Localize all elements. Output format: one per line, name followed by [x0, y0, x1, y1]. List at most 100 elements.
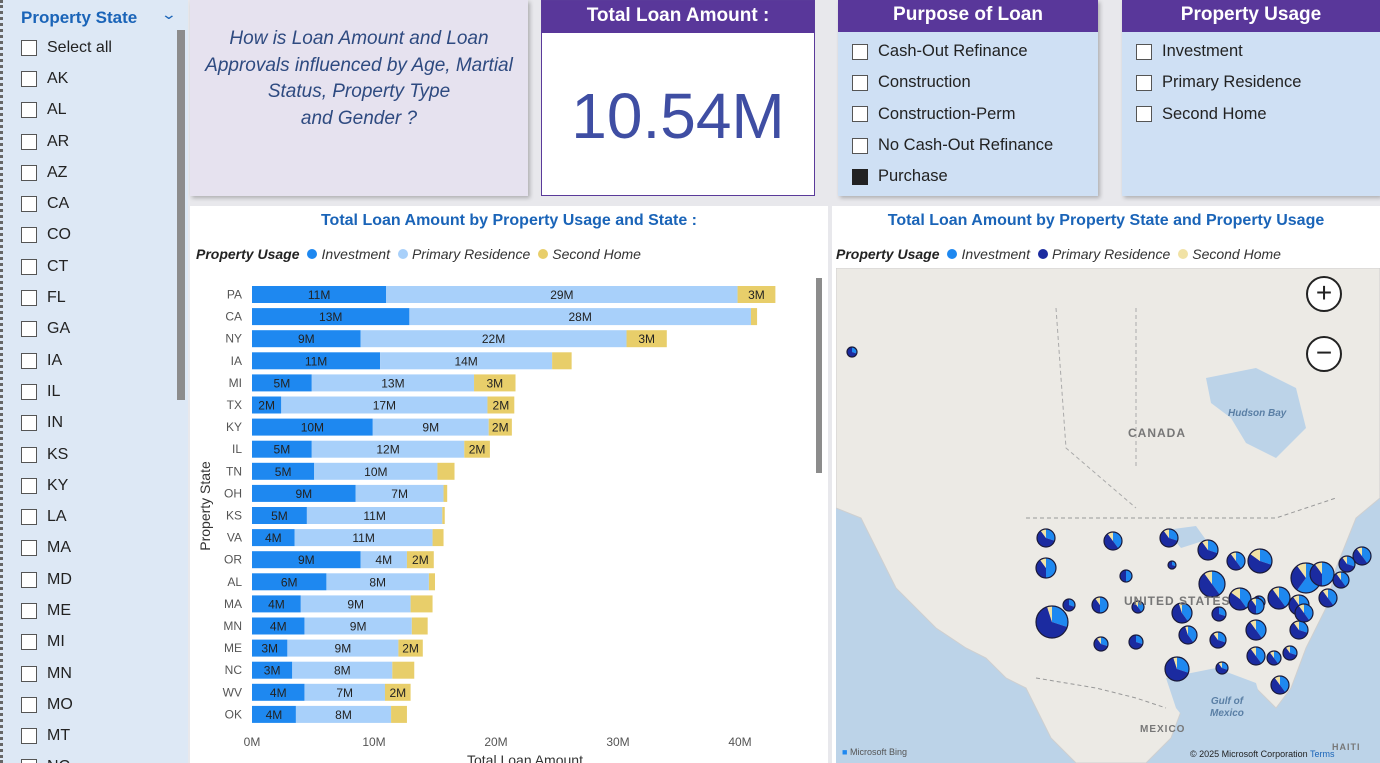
checkbox[interactable] [21, 728, 37, 745]
bar-segment[interactable] [443, 484, 448, 502]
checkbox[interactable] [21, 70, 37, 87]
state-pie[interactable] [1093, 636, 1109, 652]
bar-segment[interactable] [252, 418, 373, 436]
bar-segment[interactable] [392, 661, 415, 679]
state-pie[interactable] [1159, 528, 1179, 548]
bar-segment[interactable] [281, 396, 488, 414]
zoom-out-button[interactable]: − [1306, 336, 1342, 372]
bar-segment[interactable] [410, 595, 433, 613]
bar-segment[interactable] [252, 440, 312, 458]
state-pie[interactable] [1198, 570, 1226, 598]
purpose-item[interactable]: No Cash-Out Refinance [852, 130, 1053, 161]
state-pie[interactable] [1338, 555, 1356, 573]
state-item[interactable]: AL [21, 95, 171, 126]
bar-segment[interactable] [292, 661, 393, 679]
state-item[interactable]: MI [21, 627, 171, 658]
legend-item-second[interactable]: Second Home [538, 246, 641, 262]
state-pie[interactable] [1226, 551, 1246, 571]
state-item[interactable]: FL [21, 282, 171, 313]
state-item[interactable]: IL [21, 376, 171, 407]
state-pie[interactable] [1266, 650, 1282, 666]
state-item[interactable]: MO [21, 689, 171, 720]
state-pie[interactable] [846, 346, 858, 358]
bar-segment[interactable] [252, 661, 293, 679]
bar-segment[interactable] [360, 330, 627, 348]
bar-segment[interactable] [300, 595, 411, 613]
purpose-item[interactable]: Construction-Perm [852, 99, 1053, 130]
legend-item-investment[interactable]: Investment [947, 246, 1030, 262]
checkbox[interactable] [1136, 43, 1152, 60]
bar-segment[interactable] [398, 639, 423, 657]
chart-scrollbar[interactable] [816, 278, 822, 473]
bar-segment[interactable] [287, 639, 399, 657]
checkbox[interactable] [21, 634, 37, 651]
state-item[interactable]: CO [21, 220, 171, 251]
state-pie[interactable] [1035, 557, 1057, 579]
checkbox[interactable] [21, 446, 37, 463]
state-item[interactable]: IA [21, 345, 171, 376]
bar-segment[interactable] [442, 507, 445, 524]
purpose-item[interactable]: Construction [852, 67, 1053, 98]
checkbox[interactable] [21, 39, 37, 56]
checkbox[interactable] [21, 540, 37, 557]
state-item[interactable]: Select all [21, 32, 171, 63]
state-item[interactable]: KS [21, 439, 171, 470]
state-item[interactable]: MD [21, 564, 171, 595]
state-item[interactable]: GA [21, 314, 171, 345]
bar-segment[interactable] [384, 683, 411, 701]
slicer-scrollbar[interactable] [177, 30, 185, 400]
bar-segment[interactable] [252, 352, 381, 370]
map-canvas[interactable]: CANADA UNITED STATES MEXICO HAITI Hudson… [836, 268, 1380, 763]
bar-segment[interactable] [252, 507, 307, 524]
checkbox[interactable] [21, 602, 37, 619]
bar-segment[interactable] [252, 683, 305, 701]
checkbox[interactable] [852, 106, 868, 123]
purpose-item[interactable]: Cash-Out Refinance [852, 36, 1053, 67]
checkbox[interactable] [21, 571, 37, 588]
checkbox[interactable] [21, 258, 37, 275]
state-item[interactable]: AZ [21, 157, 171, 188]
state-pie[interactable] [1091, 596, 1109, 614]
state-pie[interactable] [1119, 569, 1133, 583]
bar-segment[interactable] [552, 352, 572, 370]
state-pie[interactable] [1062, 598, 1076, 612]
checkbox[interactable] [1136, 106, 1152, 123]
state-pie[interactable] [1245, 619, 1267, 641]
state-item[interactable]: AR [21, 126, 171, 157]
state-pie[interactable] [1164, 656, 1190, 682]
bar-segment[interactable] [294, 529, 433, 547]
checkbox[interactable] [21, 102, 37, 119]
bar-segment[interactable] [626, 330, 667, 348]
usage-item[interactable]: Investment [1136, 36, 1301, 67]
checkbox[interactable] [1136, 74, 1152, 91]
state-pie[interactable] [1294, 603, 1314, 623]
bar-segment[interactable] [326, 573, 429, 591]
bar-segment[interactable] [306, 507, 443, 524]
state-pie[interactable] [1247, 597, 1265, 615]
state-pie[interactable] [1036, 528, 1056, 548]
checkbox[interactable] [21, 196, 37, 213]
bar-segment[interactable] [386, 286, 738, 303]
bar-segment[interactable] [252, 617, 305, 635]
state-pie[interactable] [1215, 661, 1229, 675]
checkbox[interactable] [21, 665, 37, 682]
legend-item-second[interactable]: Second Home [1178, 246, 1281, 262]
state-item[interactable]: KY [21, 470, 171, 501]
state-pie[interactable] [1247, 548, 1273, 574]
checkbox[interactable] [21, 383, 37, 400]
state-pie[interactable] [1103, 531, 1123, 551]
usage-item[interactable]: Second Home [1136, 99, 1301, 130]
state-pie[interactable] [1211, 606, 1227, 622]
state-item[interactable]: AK [21, 63, 171, 94]
bar-segment[interactable] [252, 484, 356, 502]
bar-segment[interactable] [252, 639, 288, 657]
bar-segment[interactable] [355, 484, 444, 502]
checkbox[interactable] [852, 74, 868, 91]
state-pie[interactable] [1282, 645, 1298, 661]
bar-segment[interactable] [304, 683, 385, 701]
state-pie[interactable] [1035, 605, 1069, 639]
state-pie[interactable] [1171, 602, 1193, 624]
state-item[interactable]: LA [21, 501, 171, 532]
bar-segment[interactable] [252, 286, 387, 303]
chevron-down-icon[interactable]: ⌄ [160, 6, 178, 22]
